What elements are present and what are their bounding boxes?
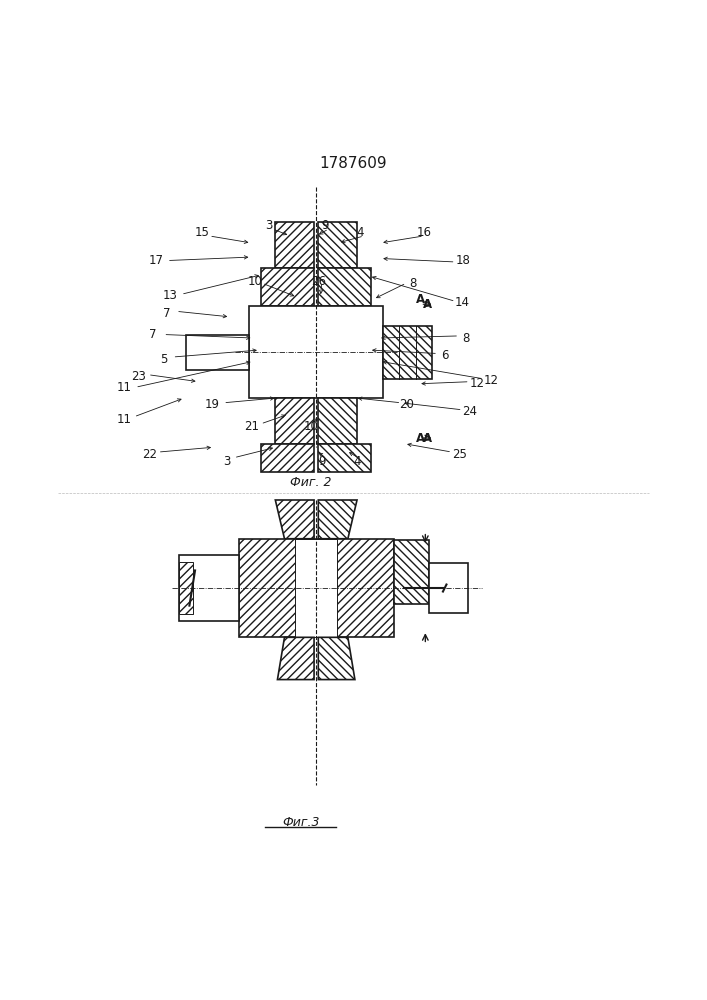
Text: 21: 21 xyxy=(244,420,259,433)
Polygon shape xyxy=(262,444,314,472)
Text: 6: 6 xyxy=(441,349,449,362)
Polygon shape xyxy=(318,398,357,444)
Polygon shape xyxy=(394,540,429,604)
Polygon shape xyxy=(318,222,357,268)
Text: 9: 9 xyxy=(318,455,325,468)
Text: 8: 8 xyxy=(462,332,470,345)
Text: A: A xyxy=(416,432,425,445)
Text: 24: 24 xyxy=(462,405,477,418)
Text: 25: 25 xyxy=(452,448,467,461)
Text: 3: 3 xyxy=(223,455,230,468)
Polygon shape xyxy=(262,268,314,306)
Text: 12: 12 xyxy=(469,377,484,390)
Text: 3: 3 xyxy=(265,219,273,232)
Polygon shape xyxy=(429,563,467,613)
Polygon shape xyxy=(275,222,314,268)
Text: 17: 17 xyxy=(148,254,164,267)
Polygon shape xyxy=(186,335,250,370)
Text: 1787609: 1787609 xyxy=(320,156,387,171)
Text: 22: 22 xyxy=(142,448,157,461)
Text: 26: 26 xyxy=(311,275,326,288)
Text: 16: 16 xyxy=(416,226,431,239)
Polygon shape xyxy=(383,326,433,379)
Text: 7: 7 xyxy=(163,307,170,320)
Polygon shape xyxy=(275,398,314,444)
Polygon shape xyxy=(277,637,314,680)
Text: 12: 12 xyxy=(484,374,498,387)
Text: А: А xyxy=(423,432,432,445)
Text: 13: 13 xyxy=(163,289,178,302)
Text: 14: 14 xyxy=(455,296,470,309)
Polygon shape xyxy=(179,562,193,614)
Text: 5: 5 xyxy=(160,353,167,366)
Text: 10: 10 xyxy=(304,420,319,433)
Text: 4: 4 xyxy=(357,226,364,239)
Text: 23: 23 xyxy=(132,370,146,383)
Text: Фиг. 2: Фиг. 2 xyxy=(291,476,332,489)
Text: 7: 7 xyxy=(149,328,156,341)
Text: 8: 8 xyxy=(409,277,417,290)
Text: 9: 9 xyxy=(322,219,329,232)
Text: 10: 10 xyxy=(247,275,262,288)
Text: 19: 19 xyxy=(205,398,220,411)
Polygon shape xyxy=(318,637,355,680)
Polygon shape xyxy=(250,306,383,398)
Polygon shape xyxy=(318,444,371,472)
Text: A: A xyxy=(416,293,425,306)
Polygon shape xyxy=(275,500,314,539)
Polygon shape xyxy=(179,555,239,621)
Text: Фиг.3: Фиг.3 xyxy=(282,816,320,829)
Polygon shape xyxy=(318,500,357,539)
Text: 11: 11 xyxy=(117,381,132,394)
Polygon shape xyxy=(318,268,371,306)
Text: 4: 4 xyxy=(354,455,361,468)
Polygon shape xyxy=(239,539,394,637)
Text: 20: 20 xyxy=(399,398,414,411)
Text: 15: 15 xyxy=(194,226,209,239)
Text: А: А xyxy=(423,298,432,311)
Text: 18: 18 xyxy=(455,254,470,267)
Polygon shape xyxy=(295,539,337,637)
Text: 11: 11 xyxy=(117,413,132,426)
